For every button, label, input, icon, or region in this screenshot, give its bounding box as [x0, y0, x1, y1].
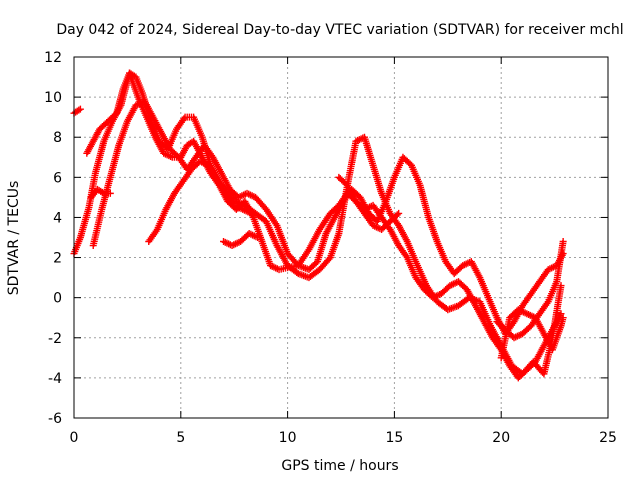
- data-point: [98, 188, 106, 196]
- chart-title: Day 042 of 2024, Sidereal Day-to-day VTE…: [56, 22, 623, 38]
- x-axis-label: GPS time / hours: [281, 458, 398, 474]
- y-tick-label: 12: [44, 50, 62, 66]
- series-track-j: [497, 306, 567, 362]
- data-point: [557, 310, 565, 318]
- y-tick-label: 8: [53, 130, 62, 146]
- y-tick-label: -2: [48, 331, 62, 347]
- data-point: [559, 314, 567, 322]
- data-point: [76, 105, 84, 113]
- y-tick-label: 6: [53, 170, 62, 186]
- data-point: [559, 238, 567, 246]
- series-track-a: [70, 105, 84, 117]
- y-tick-label: 10: [44, 90, 62, 106]
- data-point: [325, 255, 333, 263]
- y-tick-label: -6: [48, 411, 62, 427]
- series-track-g: [87, 185, 114, 201]
- y-tick-label: 2: [53, 251, 62, 267]
- series-track-b: [70, 69, 565, 382]
- data-point: [395, 209, 403, 217]
- data-point: [557, 282, 565, 290]
- series-track-f: [220, 229, 262, 250]
- plot-frame: [73, 56, 609, 419]
- y-tick-label: 0: [53, 291, 62, 307]
- data-point: [75, 106, 83, 114]
- data-point: [254, 234, 262, 241]
- x-tick-label: 20: [492, 430, 510, 446]
- x-tick-label: 15: [385, 430, 403, 446]
- data-point: [393, 211, 401, 219]
- series-track-h: [335, 173, 403, 233]
- x-tick-label: 0: [70, 430, 79, 446]
- x-tick-label: 5: [176, 430, 185, 446]
- data-point: [106, 189, 114, 197]
- x-tick-label: 25: [599, 430, 617, 446]
- x-tick-label: 10: [279, 430, 297, 446]
- series-track-c: [83, 69, 565, 378]
- y-tick-label: 4: [53, 210, 62, 226]
- series-track-e: [145, 157, 255, 246]
- y-tick-label: -4: [48, 371, 62, 387]
- data-points: [70, 69, 567, 382]
- y-axis-label: SDTVAR / TECUs: [6, 181, 22, 296]
- axis-ticks: 0 5 10 15 20 25 -6 -4 -2 0 2 4 6 8 10 12: [44, 50, 617, 446]
- series-track-d: [89, 97, 567, 338]
- data-point: [247, 209, 255, 217]
